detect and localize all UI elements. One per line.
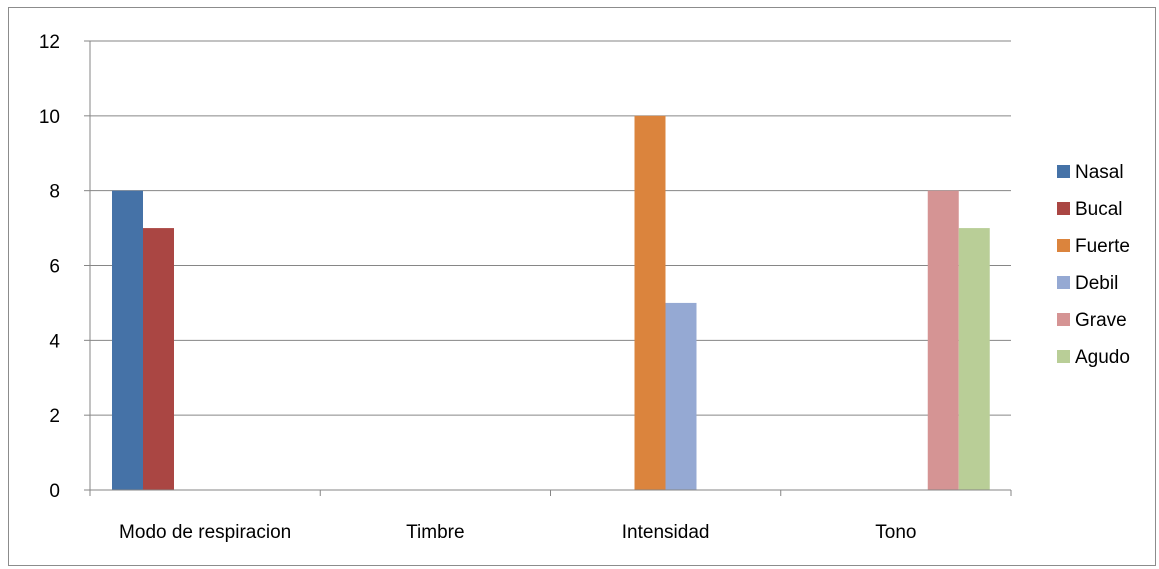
x-category-label: Modo de respiracion [119,522,291,543]
x-category-label: Tono [875,522,916,543]
legend-label-bucal: Bucal [1075,199,1123,220]
legend-label-fuerte: Fuerte [1075,236,1130,257]
legend-swatch-bucal [1057,202,1070,215]
y-tick-label: 6 [49,257,60,278]
legend-label-agudo: Agudo [1075,347,1130,368]
bar-nasal [112,190,143,490]
x-category-label: Timbre [406,522,464,543]
y-tick-label: 0 [49,481,60,502]
bar-debil [665,302,697,490]
y-tick-label: 4 [49,331,60,352]
y-tick-label: 10 [39,107,60,128]
y-tick-label: 8 [49,182,60,203]
y-tick-label: 12 [39,32,60,53]
legend-label-debil: Debil [1075,273,1118,294]
legend-swatch-debil [1057,276,1070,289]
y-tick-label: 2 [49,406,60,427]
legend-label-grave: Grave [1075,310,1127,331]
bar-fuerte [634,115,666,490]
legend-swatch-fuerte [1057,239,1070,252]
legend-label-nasal: Nasal [1075,162,1124,183]
bar-agudo [958,228,990,491]
bar-bucal [143,228,174,491]
legend-swatch-grave [1057,313,1070,326]
legend-swatch-agudo [1057,350,1070,363]
legend-swatch-nasal [1057,165,1070,178]
bar-grave [927,190,959,490]
x-category-label: Intensidad [622,522,710,543]
